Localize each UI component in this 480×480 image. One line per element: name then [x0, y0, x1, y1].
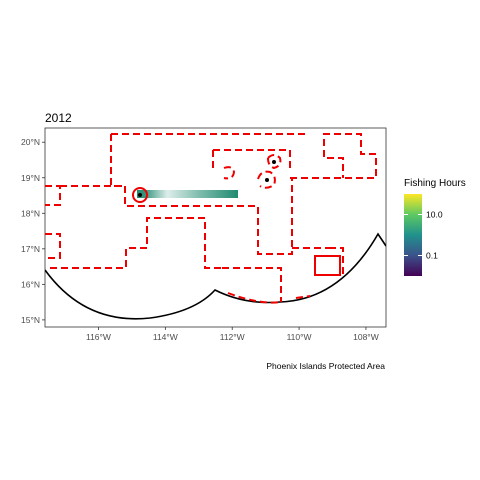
x-tick-label: 110°W	[287, 332, 312, 342]
map-layers	[45, 133, 386, 320]
fishing-track	[137, 190, 238, 198]
y-tick-label: 19°N	[21, 173, 40, 183]
protected-area-boundaries	[45, 133, 377, 304]
legend: Fishing Hours 10.0 0.1	[404, 178, 466, 276]
legend-tick-label: 10.0	[426, 210, 443, 220]
x-tick-label: 114°W	[153, 332, 178, 342]
legend-title: Fishing Hours	[404, 178, 466, 189]
x-tick-label: 112°W	[220, 332, 245, 342]
coastline	[45, 232, 386, 320]
y-tick-label: 20°N	[21, 137, 40, 147]
y-tick-label: 15°N	[21, 315, 40, 325]
y-tick-label: 18°N	[21, 208, 40, 218]
x-axis: 116°W 114°W 112°W 110°W 108°W	[86, 327, 379, 342]
map-caption: Phoenix Islands Protected Area	[266, 361, 385, 371]
y-axis: 15°N 16°N 17°N 18°N 19°N 20°N	[21, 137, 45, 325]
legend-tick-label: 0.1	[426, 251, 438, 261]
island-markers	[132, 154, 344, 276]
y-tick-label: 17°N	[21, 244, 40, 254]
map-title: 2012	[45, 111, 72, 125]
x-tick-label: 116°W	[86, 332, 111, 342]
map-panel	[44, 127, 387, 328]
x-tick-label: 108°W	[353, 332, 379, 342]
legend-colorbar	[404, 194, 422, 276]
y-tick-label: 16°N	[21, 279, 40, 289]
